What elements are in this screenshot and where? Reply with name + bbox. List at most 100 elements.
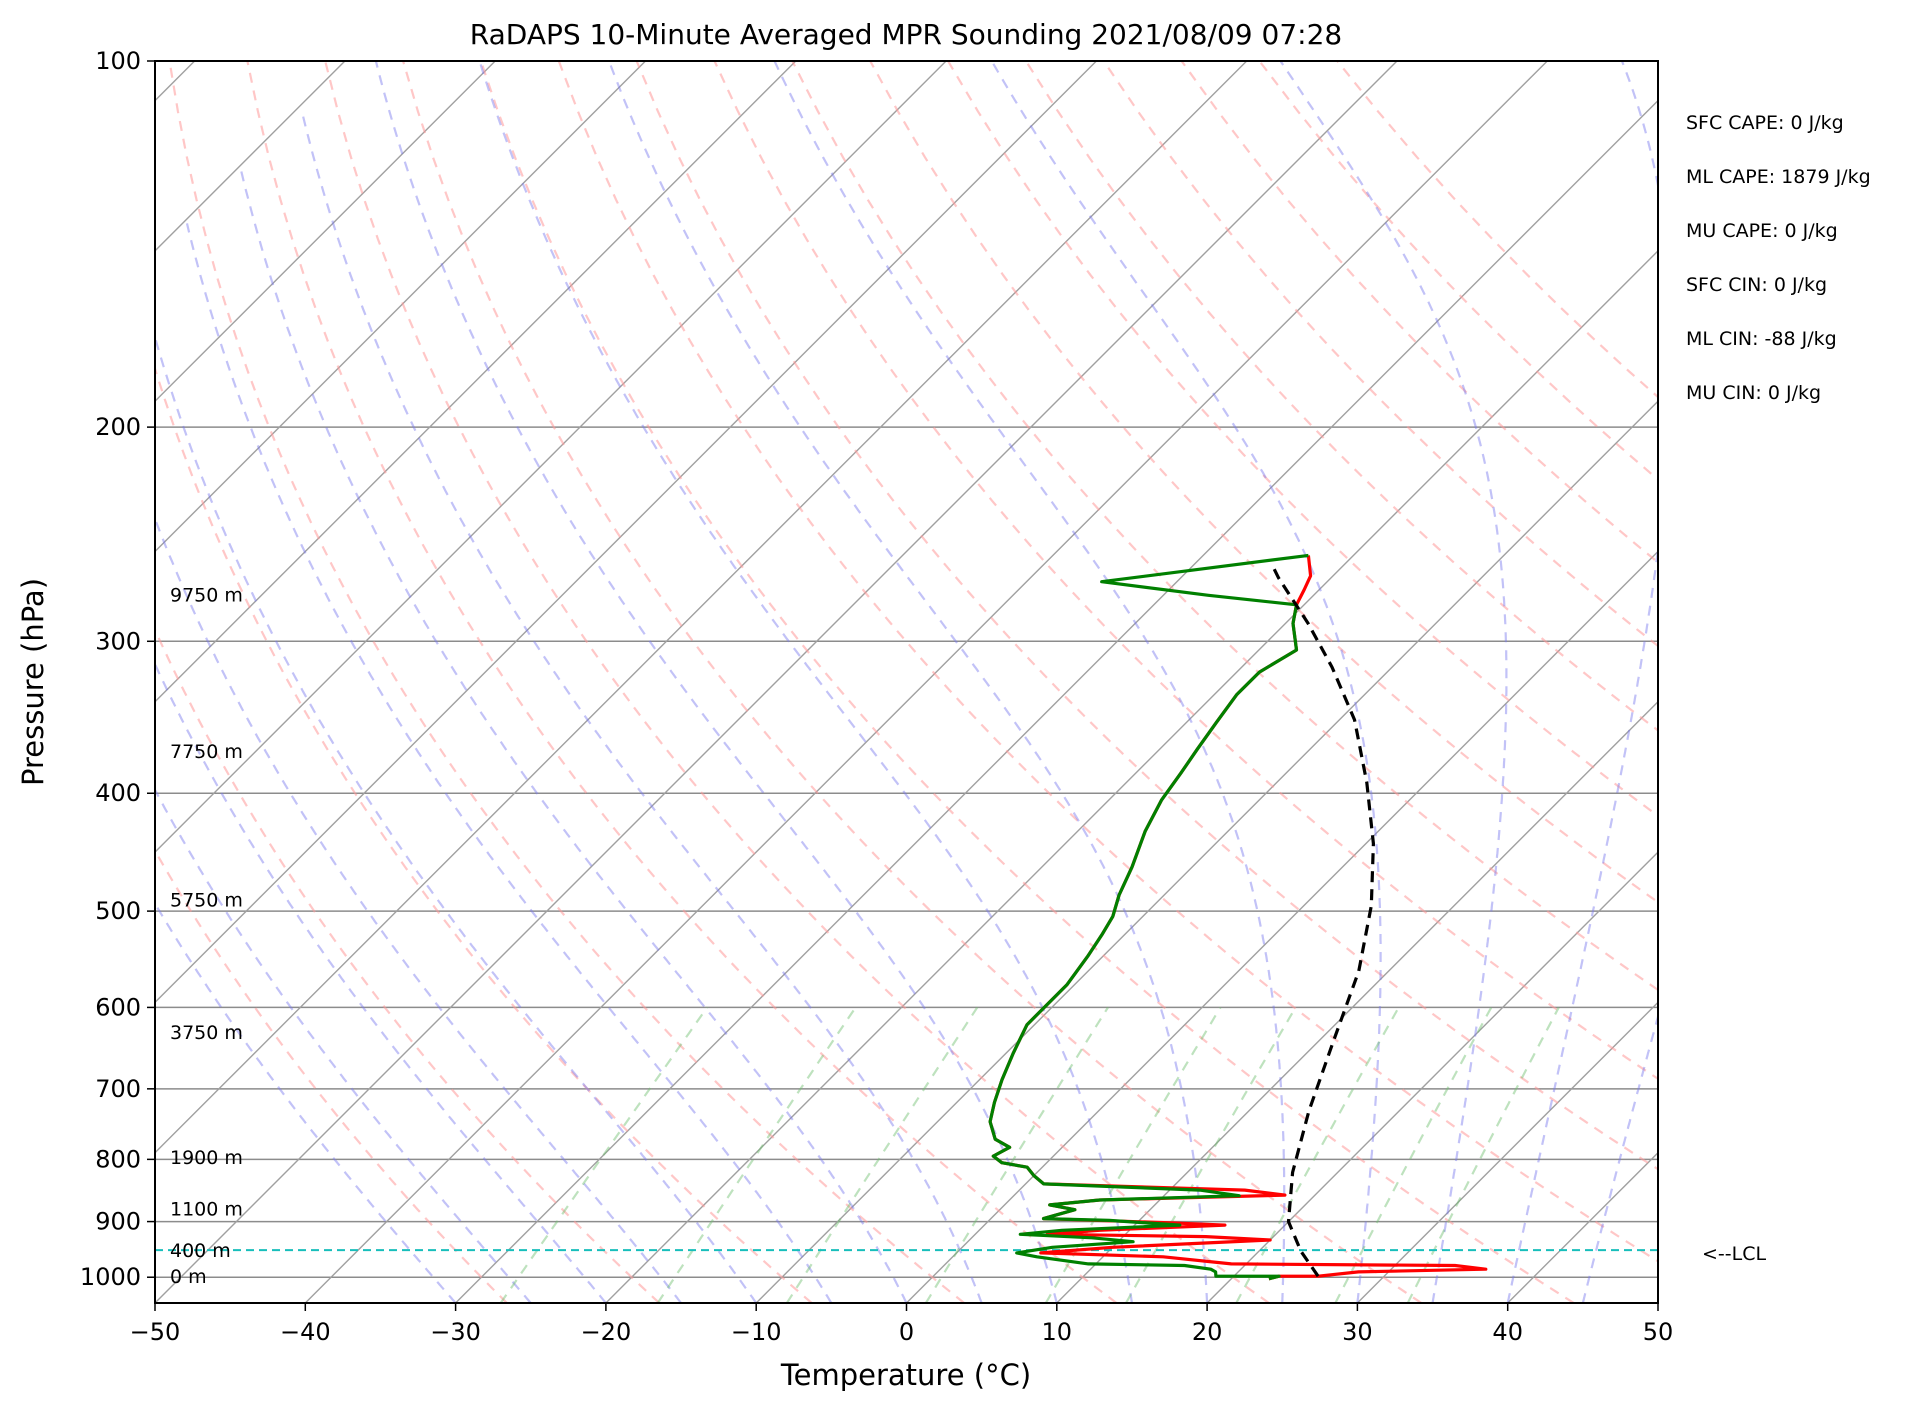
isotherm--50: [155, 61, 1398, 1303]
stat-item: SFC CAPE: 0 J/kg: [1686, 112, 1844, 134]
data-layer: [155, 553, 1658, 1281]
x-axis: −50 −40 −30 −20 −10 0 10 20 30 40 50: [130, 1303, 1674, 1346]
chart-title: RaDAPS 10-Minute Averaged MPR Sounding 2…: [470, 18, 1342, 51]
isotherm--100: [155, 61, 646, 553]
height-label: 3750 m: [170, 1022, 243, 1044]
isotherm--70: [155, 61, 1097, 1004]
x-tick-label: 20: [1192, 1318, 1223, 1346]
moist-adiabat: [238, 165, 908, 1303]
moist-adiabat: [300, 111, 983, 1303]
mixing-ratio-line: [1235, 1006, 1400, 1303]
isotherm--90: [155, 61, 797, 703]
x-tick-label: 30: [1342, 1318, 1373, 1346]
moist-adiabat: [155, 333, 758, 1303]
x-tick-label: 10: [1042, 1318, 1073, 1346]
y-tick-label: 200: [95, 413, 141, 441]
y-tick-label: 400: [95, 779, 141, 807]
isotherm-10: [1056, 700, 1658, 1303]
height-label: 5750 m: [170, 889, 243, 911]
x-tick-label: −10: [731, 1318, 782, 1346]
isotherm--10: [755, 400, 1658, 1303]
dry-adiabat: [791, 61, 1658, 992]
dry-adiabat: [155, 364, 813, 1303]
stats-panel: SFC CAPE: 0 J/kg ML CAPE: 1879 J/kg MU CAP…: [1686, 112, 1871, 404]
moist-adiabat: [155, 787, 532, 1303]
isotherm-50: [1657, 1302, 1658, 1303]
isotherm-40: [1507, 1151, 1658, 1303]
moist-adiabat: [773, 61, 1286, 1303]
dry-adiabat: [246, 61, 1118, 1303]
height-label: 1900 m: [170, 1147, 243, 1169]
y-tick-label: 800: [95, 1145, 141, 1173]
mixing-ratio-line: [1125, 1006, 1297, 1303]
moist-adiabat: [1506, 61, 1658, 1303]
stat-item: MU CAPE: 0 J/kg: [1686, 220, 1838, 242]
moist-adiabat: [155, 661, 607, 1303]
stat-item: ML CIN: -88 J/kg: [1686, 328, 1837, 350]
x-tick-label: 50: [1643, 1318, 1674, 1346]
height-label: 1100 m: [170, 1199, 243, 1221]
dry-adiabat: [168, 61, 965, 1303]
stat-item: ML CAPE: 1879 J/kg: [1686, 166, 1871, 188]
moist-adiabat: [155, 901, 457, 1303]
y-tick-label: 600: [95, 993, 141, 1021]
dry-adiabat: [869, 61, 1658, 904]
y-axis-label: Pressure (hPa): [16, 578, 50, 786]
moist-adiabat: [478, 61, 1134, 1303]
mixing-ratio-line: [499, 1006, 709, 1303]
dry-adiabat: [479, 61, 1575, 1303]
moist-adiabat: [185, 223, 833, 1303]
y-tick-label: 900: [95, 1208, 141, 1236]
isotherm--80: [155, 61, 947, 854]
isotherm--110: [155, 61, 496, 403]
dry-adiabat: [402, 61, 1423, 1303]
y-tick-label: 300: [95, 627, 141, 655]
isotherm-20: [1206, 851, 1658, 1303]
lcl-label: <--LCL: [1702, 1243, 1766, 1265]
mixing-ratio-line: [924, 1006, 1109, 1303]
mixing-ratio-line: [1044, 1006, 1222, 1303]
x-tick-label: −40: [280, 1318, 331, 1346]
dry-adiabat: [1336, 61, 1658, 399]
dry-adiabat: [713, 61, 1658, 1081]
moist-adiabat: [1279, 61, 1508, 1303]
moist-adiabat: [155, 516, 682, 1303]
mixing-ratio-line: [1334, 1006, 1493, 1303]
x-tick-label: −50: [130, 1318, 181, 1346]
height-label: 0 m: [170, 1266, 207, 1288]
temperature-profile: [988, 555, 1488, 1281]
height-label: 7750 m: [170, 741, 243, 763]
height-label: 9750 m: [170, 584, 243, 606]
x-tick-label: −20: [581, 1318, 632, 1346]
dry-adiabat: [1102, 61, 1658, 648]
mixing-ratio-line: [656, 1006, 857, 1303]
y-axis: 100 200 300 400 500 600 700 800 900 1000: [80, 47, 155, 1291]
dewpoint-profile: [988, 553, 1309, 1281]
dry-adiabat: [324, 61, 1270, 1303]
dry-adiabat: [1180, 61, 1658, 564]
x-tick-label: 40: [1492, 1318, 1523, 1346]
moist-adiabat: [607, 61, 1209, 1303]
x-tick-label: 0: [899, 1318, 914, 1346]
stat-item: SFC CIN: 0 J/kg: [1686, 274, 1827, 296]
isotherm--120: [155, 61, 346, 252]
isotherm--40: [304, 61, 1548, 1303]
moist-adiabat: [1581, 1012, 1658, 1303]
x-tick-label: −30: [430, 1318, 481, 1346]
dry-adiabat: [1258, 61, 1658, 481]
moist-adiabat: [374, 61, 1058, 1303]
stat-item: MU CIN: 0 J/kg: [1686, 382, 1821, 404]
dry-adiabat: [1024, 61, 1658, 732]
isotherm--60: [155, 61, 1248, 1154]
isotherm--20: [605, 249, 1658, 1303]
parcel-profile: [1272, 566, 1375, 1278]
x-axis-label: Temperature (°C): [780, 1358, 1031, 1392]
isotherm--30: [455, 99, 1658, 1303]
grid-layer: [155, 61, 1658, 1303]
dry-adiabat: [155, 848, 508, 1303]
isotherm-30: [1356, 1001, 1658, 1303]
mixing-ratio-line: [785, 1006, 979, 1303]
dry-adiabat: [635, 61, 1658, 1171]
dry-adiabat: [557, 61, 1658, 1263]
